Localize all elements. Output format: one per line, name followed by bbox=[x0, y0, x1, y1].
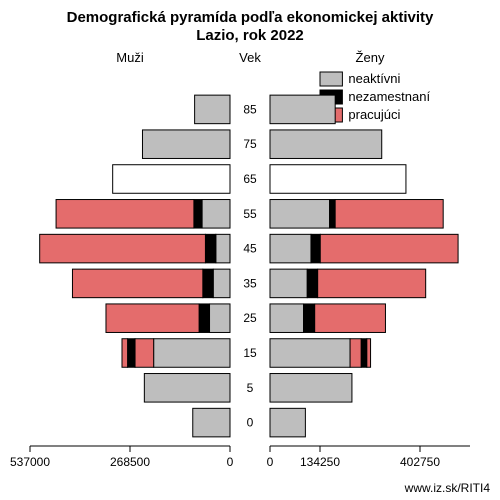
legend-label: neaktívni bbox=[348, 71, 400, 86]
male-bar-segment bbox=[113, 165, 230, 194]
legend-label: pracujúci bbox=[348, 107, 400, 122]
female-bar-segment bbox=[350, 339, 361, 368]
age-label: 45 bbox=[243, 242, 257, 256]
female-bar-segment bbox=[367, 339, 371, 368]
male-bar-segment bbox=[144, 374, 230, 403]
female-bar-segment bbox=[318, 269, 426, 298]
male-bar-segment bbox=[203, 269, 213, 298]
age-label: 25 bbox=[243, 311, 257, 325]
age-label: 75 bbox=[243, 137, 257, 151]
female-axis-tick-label: 402750 bbox=[400, 455, 440, 469]
female-bar-segment bbox=[270, 165, 406, 194]
female-bar-segment bbox=[270, 408, 305, 437]
female-axis-tick-label: 134250 bbox=[300, 455, 340, 469]
female-bar-segment bbox=[270, 374, 352, 403]
female-bar-segment bbox=[270, 234, 311, 263]
male-bar-segment bbox=[199, 304, 209, 333]
age-label: 15 bbox=[243, 346, 257, 360]
female-bar-segment bbox=[270, 95, 335, 124]
male-axis-tick-label: 0 bbox=[227, 455, 234, 469]
male-bar-segment bbox=[56, 200, 194, 229]
male-bar-segment bbox=[202, 200, 230, 229]
legend-swatch bbox=[320, 72, 342, 86]
label-male: Muži bbox=[116, 50, 144, 65]
female-axis-tick-label: 0 bbox=[267, 455, 274, 469]
male-bar-segment bbox=[195, 95, 230, 124]
age-label: 85 bbox=[243, 102, 257, 116]
male-bar-segment bbox=[193, 408, 230, 437]
male-bar-segment bbox=[142, 130, 230, 159]
male-bar-segment bbox=[194, 200, 202, 229]
male-bar-segment bbox=[40, 234, 206, 263]
female-bar-segment bbox=[270, 304, 304, 333]
male-bar-segment bbox=[216, 234, 230, 263]
footer-link: www.iz.sk/RITI4 bbox=[404, 481, 491, 495]
age-label: 5 bbox=[247, 381, 254, 395]
female-bar-segment bbox=[361, 339, 367, 368]
legend-label: nezamestnaní bbox=[348, 89, 430, 104]
female-bar-segment bbox=[270, 269, 307, 298]
female-bar-segment bbox=[270, 200, 330, 229]
age-label: 35 bbox=[243, 276, 257, 290]
male-bar-segment bbox=[205, 234, 215, 263]
female-bar-segment bbox=[270, 130, 382, 159]
female-bar-segment bbox=[307, 269, 317, 298]
female-bar-segment bbox=[304, 304, 315, 333]
female-bar-segment bbox=[335, 200, 443, 229]
male-axis-tick-label: 537000 bbox=[10, 455, 50, 469]
male-axis-tick-label: 268500 bbox=[110, 455, 150, 469]
pyramid-chart: Demografická pyramída podľa ekonomickej … bbox=[0, 0, 500, 500]
male-bar-segment bbox=[106, 304, 199, 333]
male-bar-segment bbox=[154, 339, 230, 368]
male-bar-segment bbox=[135, 339, 154, 368]
female-bar-segment bbox=[315, 304, 386, 333]
male-bar-segment bbox=[213, 269, 230, 298]
male-bar-segment bbox=[72, 269, 202, 298]
title-line1: Demografická pyramída podľa ekonomickej … bbox=[67, 9, 434, 26]
female-bar-segment bbox=[270, 339, 350, 368]
male-bar-segment bbox=[210, 304, 230, 333]
age-label: 65 bbox=[243, 172, 257, 186]
age-label: 0 bbox=[247, 416, 254, 430]
title-line2: Lazio, rok 2022 bbox=[196, 27, 304, 44]
male-bar-segment bbox=[128, 339, 135, 368]
label-female: Ženy bbox=[356, 50, 385, 65]
female-bar-segment bbox=[311, 234, 320, 263]
female-bar-segment bbox=[320, 234, 458, 263]
male-bar-segment bbox=[122, 339, 128, 368]
label-age: Vek bbox=[239, 50, 261, 65]
age-label: 55 bbox=[243, 207, 257, 221]
female-bar-segment bbox=[330, 200, 336, 229]
